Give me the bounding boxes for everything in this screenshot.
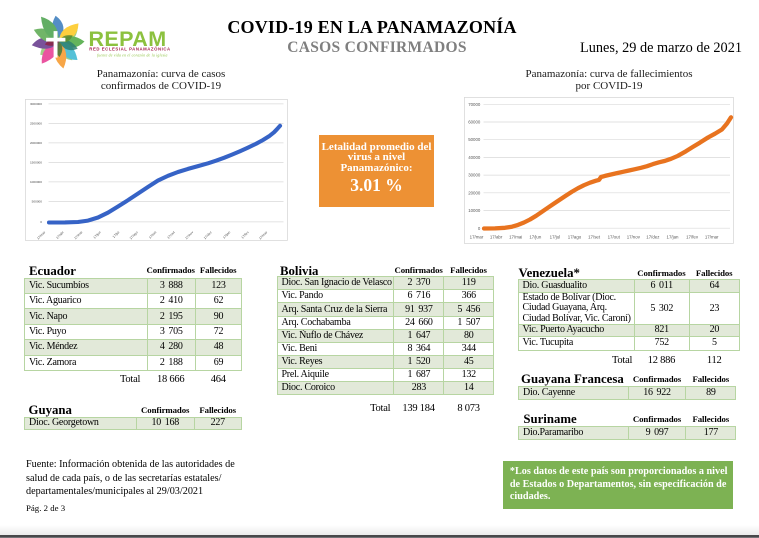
svg-text:17/dez: 17/dez — [203, 230, 213, 240]
svg-text:17/out: 17/out — [608, 234, 621, 239]
svg-text:0: 0 — [478, 226, 481, 231]
svg-text:17/dez: 17/dez — [646, 234, 659, 239]
svg-text:70000: 70000 — [468, 102, 481, 107]
svg-text:17/mar: 17/mar — [258, 230, 269, 241]
svg-text:17/jan: 17/jan — [222, 230, 231, 239]
svg-text:40000: 40000 — [468, 155, 481, 160]
svg-text:1000000: 1000000 — [30, 180, 42, 184]
svg-text:17/ago: 17/ago — [129, 230, 139, 240]
svg-text:30000: 30000 — [468, 173, 481, 178]
svg-text:17/fev: 17/fev — [241, 230, 250, 239]
svg-text:17/nov: 17/nov — [627, 234, 641, 239]
svg-text:50000: 50000 — [468, 137, 481, 142]
svg-text:17/jun: 17/jun — [93, 230, 102, 239]
svg-text:17/ago: 17/ago — [568, 234, 582, 239]
svg-text:17/fev: 17/fev — [686, 234, 699, 239]
svg-text:17/nov: 17/nov — [184, 230, 194, 240]
svg-text:17/jul: 17/jul — [112, 230, 121, 239]
svg-text:10000: 10000 — [468, 208, 481, 213]
svg-text:17/mar: 17/mar — [705, 234, 719, 239]
svg-text:17/mar: 17/mar — [470, 234, 484, 239]
svg-text:17/abr: 17/abr — [55, 230, 65, 240]
svg-text:20000: 20000 — [468, 190, 481, 195]
svg-text:17/jun: 17/jun — [529, 234, 542, 239]
svg-text:2500000: 2500000 — [30, 122, 42, 126]
svg-text:17/mai: 17/mai — [509, 234, 522, 239]
svg-text:17/out: 17/out — [166, 230, 175, 239]
svg-text:17/jan: 17/jan — [667, 234, 680, 239]
svg-text:17/abr: 17/abr — [490, 234, 503, 239]
svg-text:17/mai: 17/mai — [73, 230, 83, 240]
svg-text:17/jul: 17/jul — [550, 234, 561, 239]
svg-text:500000: 500000 — [32, 200, 43, 204]
svg-text:17/set: 17/set — [588, 234, 601, 239]
svg-text:60000: 60000 — [468, 120, 481, 125]
svg-text:17/set: 17/set — [148, 230, 157, 239]
svg-text:1500000: 1500000 — [30, 161, 42, 165]
svg-text:fuente de vida en el corazón d: fuente de vida en el corazón de la igles… — [97, 54, 168, 58]
svg-text:REPAM: REPAM — [89, 27, 167, 51]
svg-text:RED ECLESIAL PANAMAZÓNICA: RED ECLESIAL PANAMAZÓNICA — [89, 47, 170, 52]
svg-text:0: 0 — [40, 220, 42, 224]
svg-text:3000000: 3000000 — [30, 102, 42, 106]
svg-text:17/mar: 17/mar — [36, 230, 47, 241]
svg-text:2000000: 2000000 — [30, 141, 42, 145]
